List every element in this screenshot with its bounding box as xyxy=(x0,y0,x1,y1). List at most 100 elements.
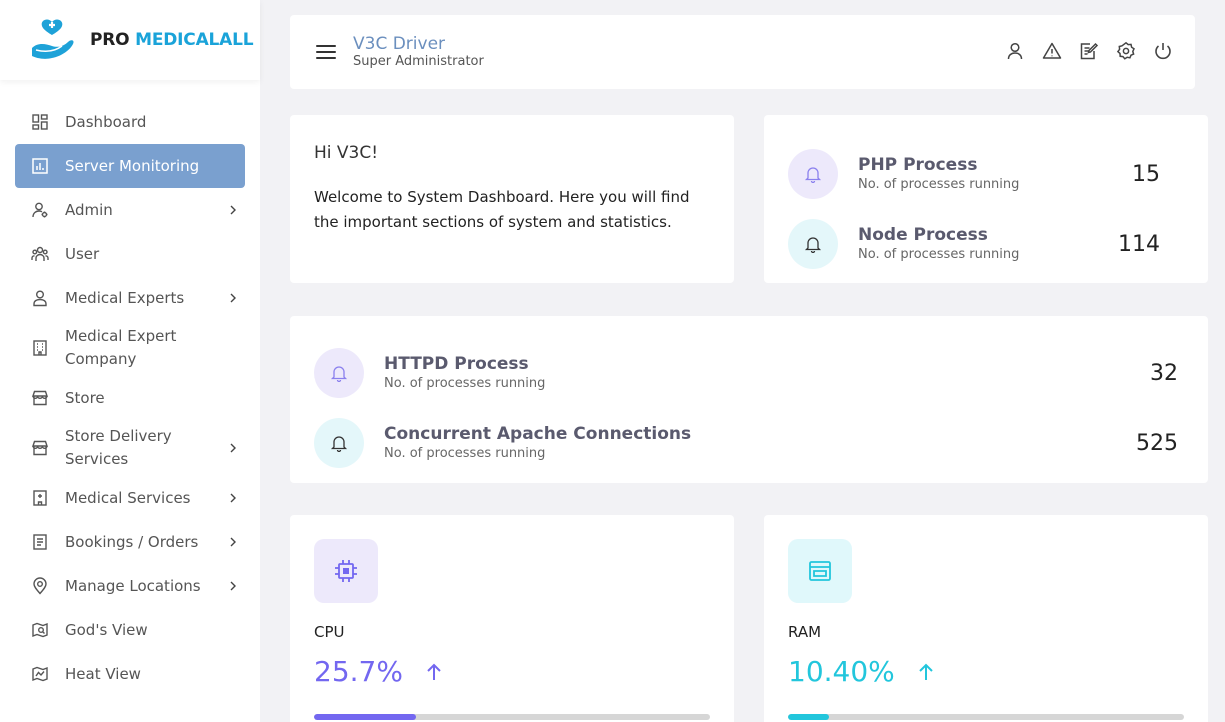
heat-map-icon xyxy=(31,665,49,683)
arrow-up-icon xyxy=(423,661,445,683)
sidebar-item-admin[interactable]: Admin xyxy=(15,188,245,232)
list-item: Concurrent Apache Connections No. of pro… xyxy=(314,408,1184,478)
list-icon xyxy=(31,533,49,551)
user-role: Super Administrator xyxy=(353,54,484,69)
list-item: Node Process No. of processes running 11… xyxy=(788,209,1184,279)
sidebar-item-label: Store Delivery Services xyxy=(65,427,172,468)
sidebar-item-gods-view[interactable]: God's View xyxy=(15,608,245,652)
process-count: 32 xyxy=(1150,360,1178,386)
bell-icon xyxy=(314,348,364,398)
sidebar-item-medical-services[interactable]: Medical Services xyxy=(15,476,245,520)
building-icon xyxy=(31,339,49,357)
edit-icon[interactable] xyxy=(1079,41,1099,61)
window-icon xyxy=(788,539,852,603)
sidebar-item-label: Store xyxy=(65,388,105,407)
cpu-chip-icon xyxy=(314,539,378,603)
header-actions xyxy=(1005,41,1173,61)
sidebar-item-manage-locations[interactable]: Manage Locations xyxy=(15,564,245,608)
welcome-card: Hi V3C! Welcome to System Dashboard. Her… xyxy=(290,115,734,283)
sidebar-nav: Dashboard Server Monitoring Admin User M… xyxy=(0,80,260,696)
sidebar-item-label: Medical Experts xyxy=(65,288,185,307)
cpu-progress-bar xyxy=(314,714,710,720)
process-card-bottom: HTTPD Process No. of processes running 3… xyxy=(290,316,1208,483)
process-name: PHP Process xyxy=(858,155,978,175)
sidebar-item-label: Server Monitoring xyxy=(65,156,200,175)
sidebar-item-label: Manage Locations xyxy=(65,576,201,595)
metric-value: 25.7% xyxy=(314,655,403,688)
chevron-right-icon xyxy=(229,581,239,591)
ram-card: RAM 10.40% xyxy=(764,515,1208,722)
list-item: HTTPD Process No. of processes running 3… xyxy=(314,338,1184,408)
settings-icon[interactable] xyxy=(1116,41,1136,61)
store-icon xyxy=(31,439,49,457)
process-card-top: PHP Process No. of processes running 15 … xyxy=(764,115,1208,283)
brand-logo[interactable]: PRO MEDICALALL xyxy=(0,0,260,80)
welcome-greeting: Hi V3C! xyxy=(314,143,379,163)
process-name: Node Process xyxy=(858,225,988,245)
sidebar-item-label: Heat View xyxy=(65,664,141,683)
process-subtitle: No. of processes running xyxy=(384,376,546,391)
sidebar-item-label: Bookings / Orders xyxy=(65,532,199,551)
users-icon xyxy=(31,245,49,263)
user-icon[interactable] xyxy=(1005,41,1025,61)
sidebar-item-label: Medical Expert Company xyxy=(65,327,177,368)
bell-icon xyxy=(788,149,838,199)
map-search-icon xyxy=(31,621,49,639)
process-count: 114 xyxy=(1118,231,1160,257)
list-item: PHP Process No. of processes running 15 xyxy=(788,139,1184,209)
process-subtitle: No. of processes running xyxy=(384,446,546,461)
chevron-right-icon xyxy=(229,537,239,547)
chevron-right-icon xyxy=(229,205,239,215)
sidebar-item-bookings-orders[interactable]: Bookings / Orders xyxy=(15,520,245,564)
person-icon xyxy=(31,289,49,307)
ram-progress-bar xyxy=(788,714,1184,720)
brand-name-text: MEDICALALL xyxy=(135,30,254,50)
store-icon xyxy=(31,389,49,407)
sidebar-item-store[interactable]: Store xyxy=(15,376,245,420)
chevron-right-icon xyxy=(229,293,239,303)
welcome-text: Welcome to System Dashboard. Here you wi… xyxy=(314,188,690,231)
process-name: Concurrent Apache Connections xyxy=(384,424,692,444)
sidebar-item-store-delivery-services[interactable]: Store Delivery Services xyxy=(15,420,245,476)
location-icon xyxy=(31,577,49,595)
user-name: V3C Driver xyxy=(353,34,446,54)
metric-label: CPU xyxy=(314,623,345,641)
sidebar-item-label: User xyxy=(65,244,100,263)
process-subtitle: No. of processes running xyxy=(858,177,1020,192)
alert-icon[interactable] xyxy=(1042,41,1062,61)
sidebar-item-medical-experts[interactable]: Medical Experts xyxy=(15,276,245,320)
sidebar-item-label: God's View xyxy=(65,620,148,639)
chevron-right-icon xyxy=(229,443,239,453)
process-subtitle: No. of processes running xyxy=(858,247,1020,262)
metric-label: RAM xyxy=(788,623,822,641)
admin-icon xyxy=(31,201,49,219)
sidebar-item-server-monitoring[interactable]: Server Monitoring xyxy=(15,144,245,188)
ram-progress-fill xyxy=(788,714,830,720)
bell-icon xyxy=(314,418,364,468)
bell-icon xyxy=(788,219,838,269)
sidebar: PRO MEDICALALL Dashboard Server Monitori… xyxy=(0,0,260,722)
sidebar-item-label: Medical Services xyxy=(65,488,191,507)
arrow-up-icon xyxy=(915,661,937,683)
sidebar-item-dashboard[interactable]: Dashboard xyxy=(15,100,245,144)
medical-hand-heart-icon xyxy=(32,19,74,59)
cpu-card: CPU 25.7% xyxy=(290,515,734,722)
chevron-right-icon xyxy=(229,493,239,503)
hospital-icon xyxy=(31,489,49,507)
sidebar-item-user[interactable]: User xyxy=(15,232,245,276)
sidebar-item-heat-view[interactable]: Heat View xyxy=(15,652,245,696)
sidebar-item-label: Dashboard xyxy=(65,112,147,131)
metric-value: 10.40% xyxy=(788,655,895,688)
process-count: 525 xyxy=(1136,430,1178,456)
sidebar-item-label: Admin xyxy=(65,200,113,219)
power-icon[interactable] xyxy=(1153,41,1173,61)
menu-toggle-icon[interactable] xyxy=(316,45,336,59)
dashboard-icon xyxy=(31,113,49,131)
cpu-progress-fill xyxy=(314,714,416,720)
sidebar-item-medical-expert-company[interactable]: Medical Expert Company xyxy=(15,320,245,376)
process-count: 15 xyxy=(1132,161,1160,187)
user-info: V3C Driver Super Administrator xyxy=(353,34,484,70)
process-name: HTTPD Process xyxy=(384,354,529,374)
brand-pro-text: PRO xyxy=(90,30,130,50)
chart-icon xyxy=(31,157,49,175)
